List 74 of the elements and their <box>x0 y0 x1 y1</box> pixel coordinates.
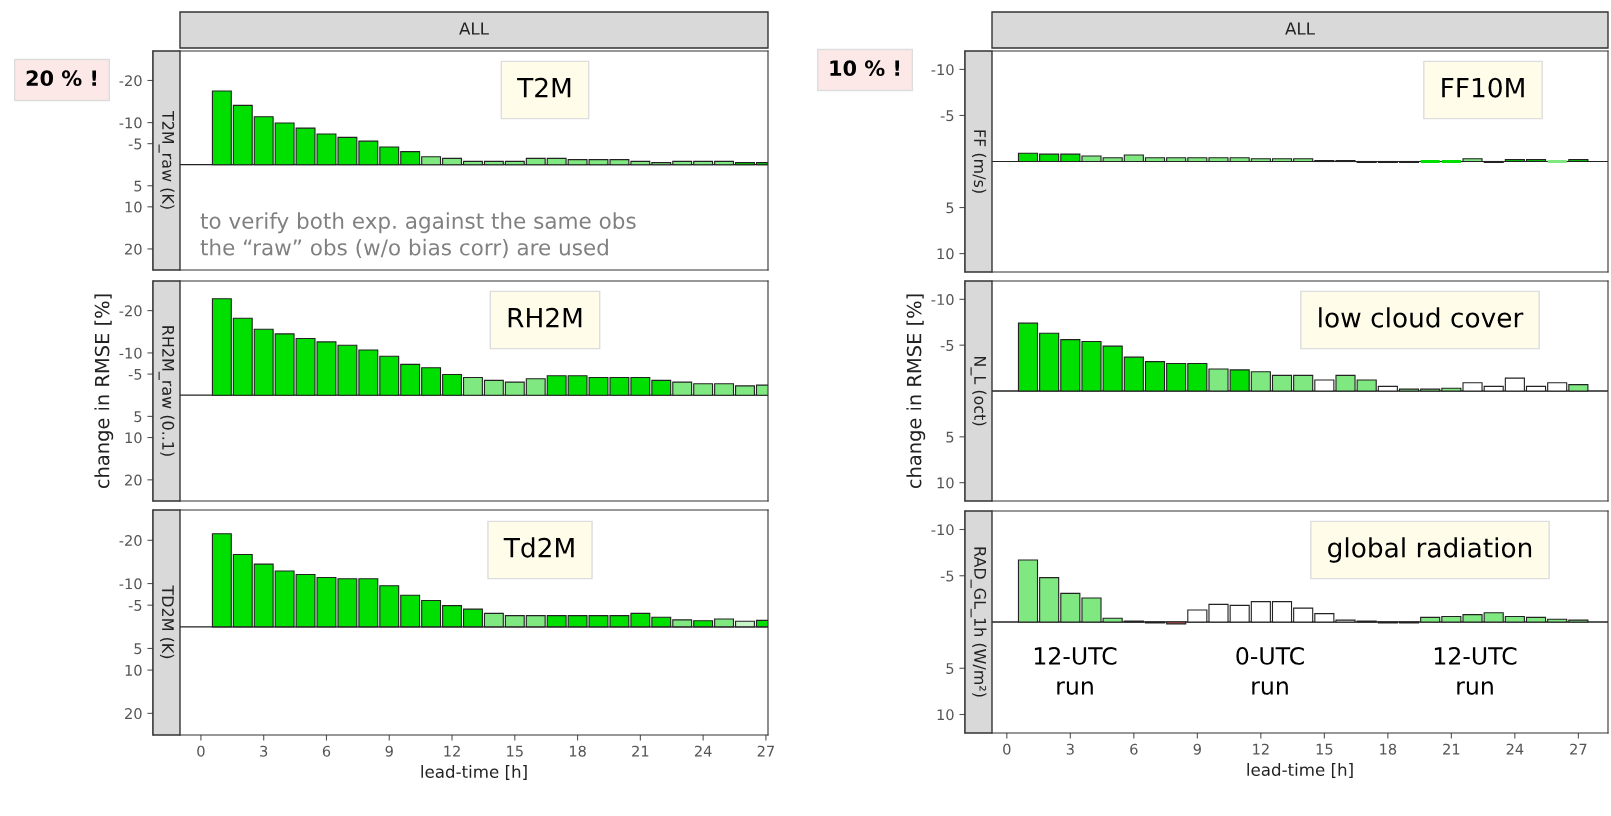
x-tick-label: 0 <box>1003 743 1011 755</box>
y-tick-label: -5 <box>128 368 142 380</box>
x-tick-label: 6 <box>322 745 331 757</box>
annotation: low cloud cover <box>1319 307 1524 328</box>
y-tick-label: 5 <box>134 643 142 655</box>
text: T2M_raw (K) <box>158 110 175 209</box>
y-axis-title: change in RMSE [%] <box>906 294 926 489</box>
y-tick-label: 5 <box>946 202 954 214</box>
text: FF (m/s) <box>971 130 987 193</box>
x-tick-label: 6 <box>1130 743 1138 755</box>
y-tick-label: -20 <box>119 305 142 317</box>
y-tick-label: -10 <box>119 578 142 590</box>
annotation: Td2M <box>503 537 574 558</box>
annotation: global radiation <box>1328 537 1532 563</box>
x-tick-label: 9 <box>385 745 393 757</box>
y-axis-title: change in RMSE [%] <box>94 294 114 489</box>
x-tick-label: 27 <box>1570 743 1587 755</box>
chart-title: ALL <box>459 22 489 35</box>
annotation: 12-UTC run <box>1434 646 1517 695</box>
annotation: FF10M <box>1442 77 1524 98</box>
y-tick-label: -5 <box>940 570 954 582</box>
x-tick-label: 21 <box>632 745 649 757</box>
y-tick-label: -10 <box>931 64 954 76</box>
x-tick-label: 24 <box>1506 743 1524 755</box>
x-tick-label: 3 <box>1066 743 1074 755</box>
text: N_L (oct) <box>970 356 987 426</box>
x-tick-label: 0 <box>197 745 205 757</box>
x-tick-label: 12 <box>444 745 460 757</box>
chart-title: ALL <box>1285 22 1315 35</box>
y-tick-label: 10 <box>125 432 142 444</box>
x-tick-label: 15 <box>507 745 523 757</box>
y-tick-label: -10 <box>119 117 142 129</box>
y-tick-label: 20 <box>125 474 142 486</box>
x-tick-label: 9 <box>1193 743 1201 755</box>
y-tick-label: 20 <box>125 708 142 720</box>
x-tick-label: 12 <box>1253 743 1269 755</box>
y-tick-label: 10 <box>125 664 142 676</box>
x-tick-label: 3 <box>260 745 268 757</box>
x-tick-label: 27 <box>757 745 774 757</box>
y-tick-label: 5 <box>134 180 142 192</box>
text: 20 % ! <box>26 70 97 87</box>
x-axis-title: lead-time [h] <box>421 765 527 780</box>
y-tick-label: -5 <box>128 138 142 150</box>
y-tick-label: -10 <box>931 524 954 536</box>
x-tick-label: 18 <box>1380 743 1397 755</box>
y-tick-label: 10 <box>937 709 954 721</box>
y-tick-label: -20 <box>119 535 142 547</box>
y-tick-label: -5 <box>940 110 954 122</box>
text: RAD_GL_1h (W/m²) <box>970 547 987 697</box>
x-tick-label: 15 <box>1316 743 1333 755</box>
y-tick-label: 5 <box>946 663 954 674</box>
annotation: 0-UTC run <box>1236 646 1304 695</box>
y-tick-label: -10 <box>119 347 142 359</box>
text: RH2M_raw (0..1) <box>158 326 175 456</box>
x-tick-label: 21 <box>1443 743 1460 755</box>
y-tick-label: 5 <box>946 431 954 443</box>
x-tick-label: 18 <box>569 745 586 757</box>
x-tick-label: 24 <box>694 745 712 757</box>
text: 10 % ! <box>830 60 900 77</box>
annotation: T2M <box>517 77 571 98</box>
text: TD2M (K) <box>159 585 175 659</box>
y-tick-label: 10 <box>937 477 954 489</box>
y-tick-label: 10 <box>937 248 954 260</box>
y-tick-label: -5 <box>940 340 954 351</box>
y-tick-label: 5 <box>134 411 142 423</box>
x-axis-title: lead-time [h] <box>1247 763 1353 778</box>
y-tick-label: -5 <box>128 600 142 611</box>
y-tick-label: 20 <box>125 243 142 255</box>
y-tick-label: -20 <box>119 75 142 87</box>
y-tick-label: 10 <box>125 201 142 213</box>
annotation: to verify both exp. against the same obs the “raw” obs (w/o bias corr) are used <box>200 212 636 259</box>
annotation: 12-UTC run <box>1034 646 1117 695</box>
annotation: RH2M <box>508 307 582 328</box>
y-tick-label: -10 <box>931 294 954 306</box>
